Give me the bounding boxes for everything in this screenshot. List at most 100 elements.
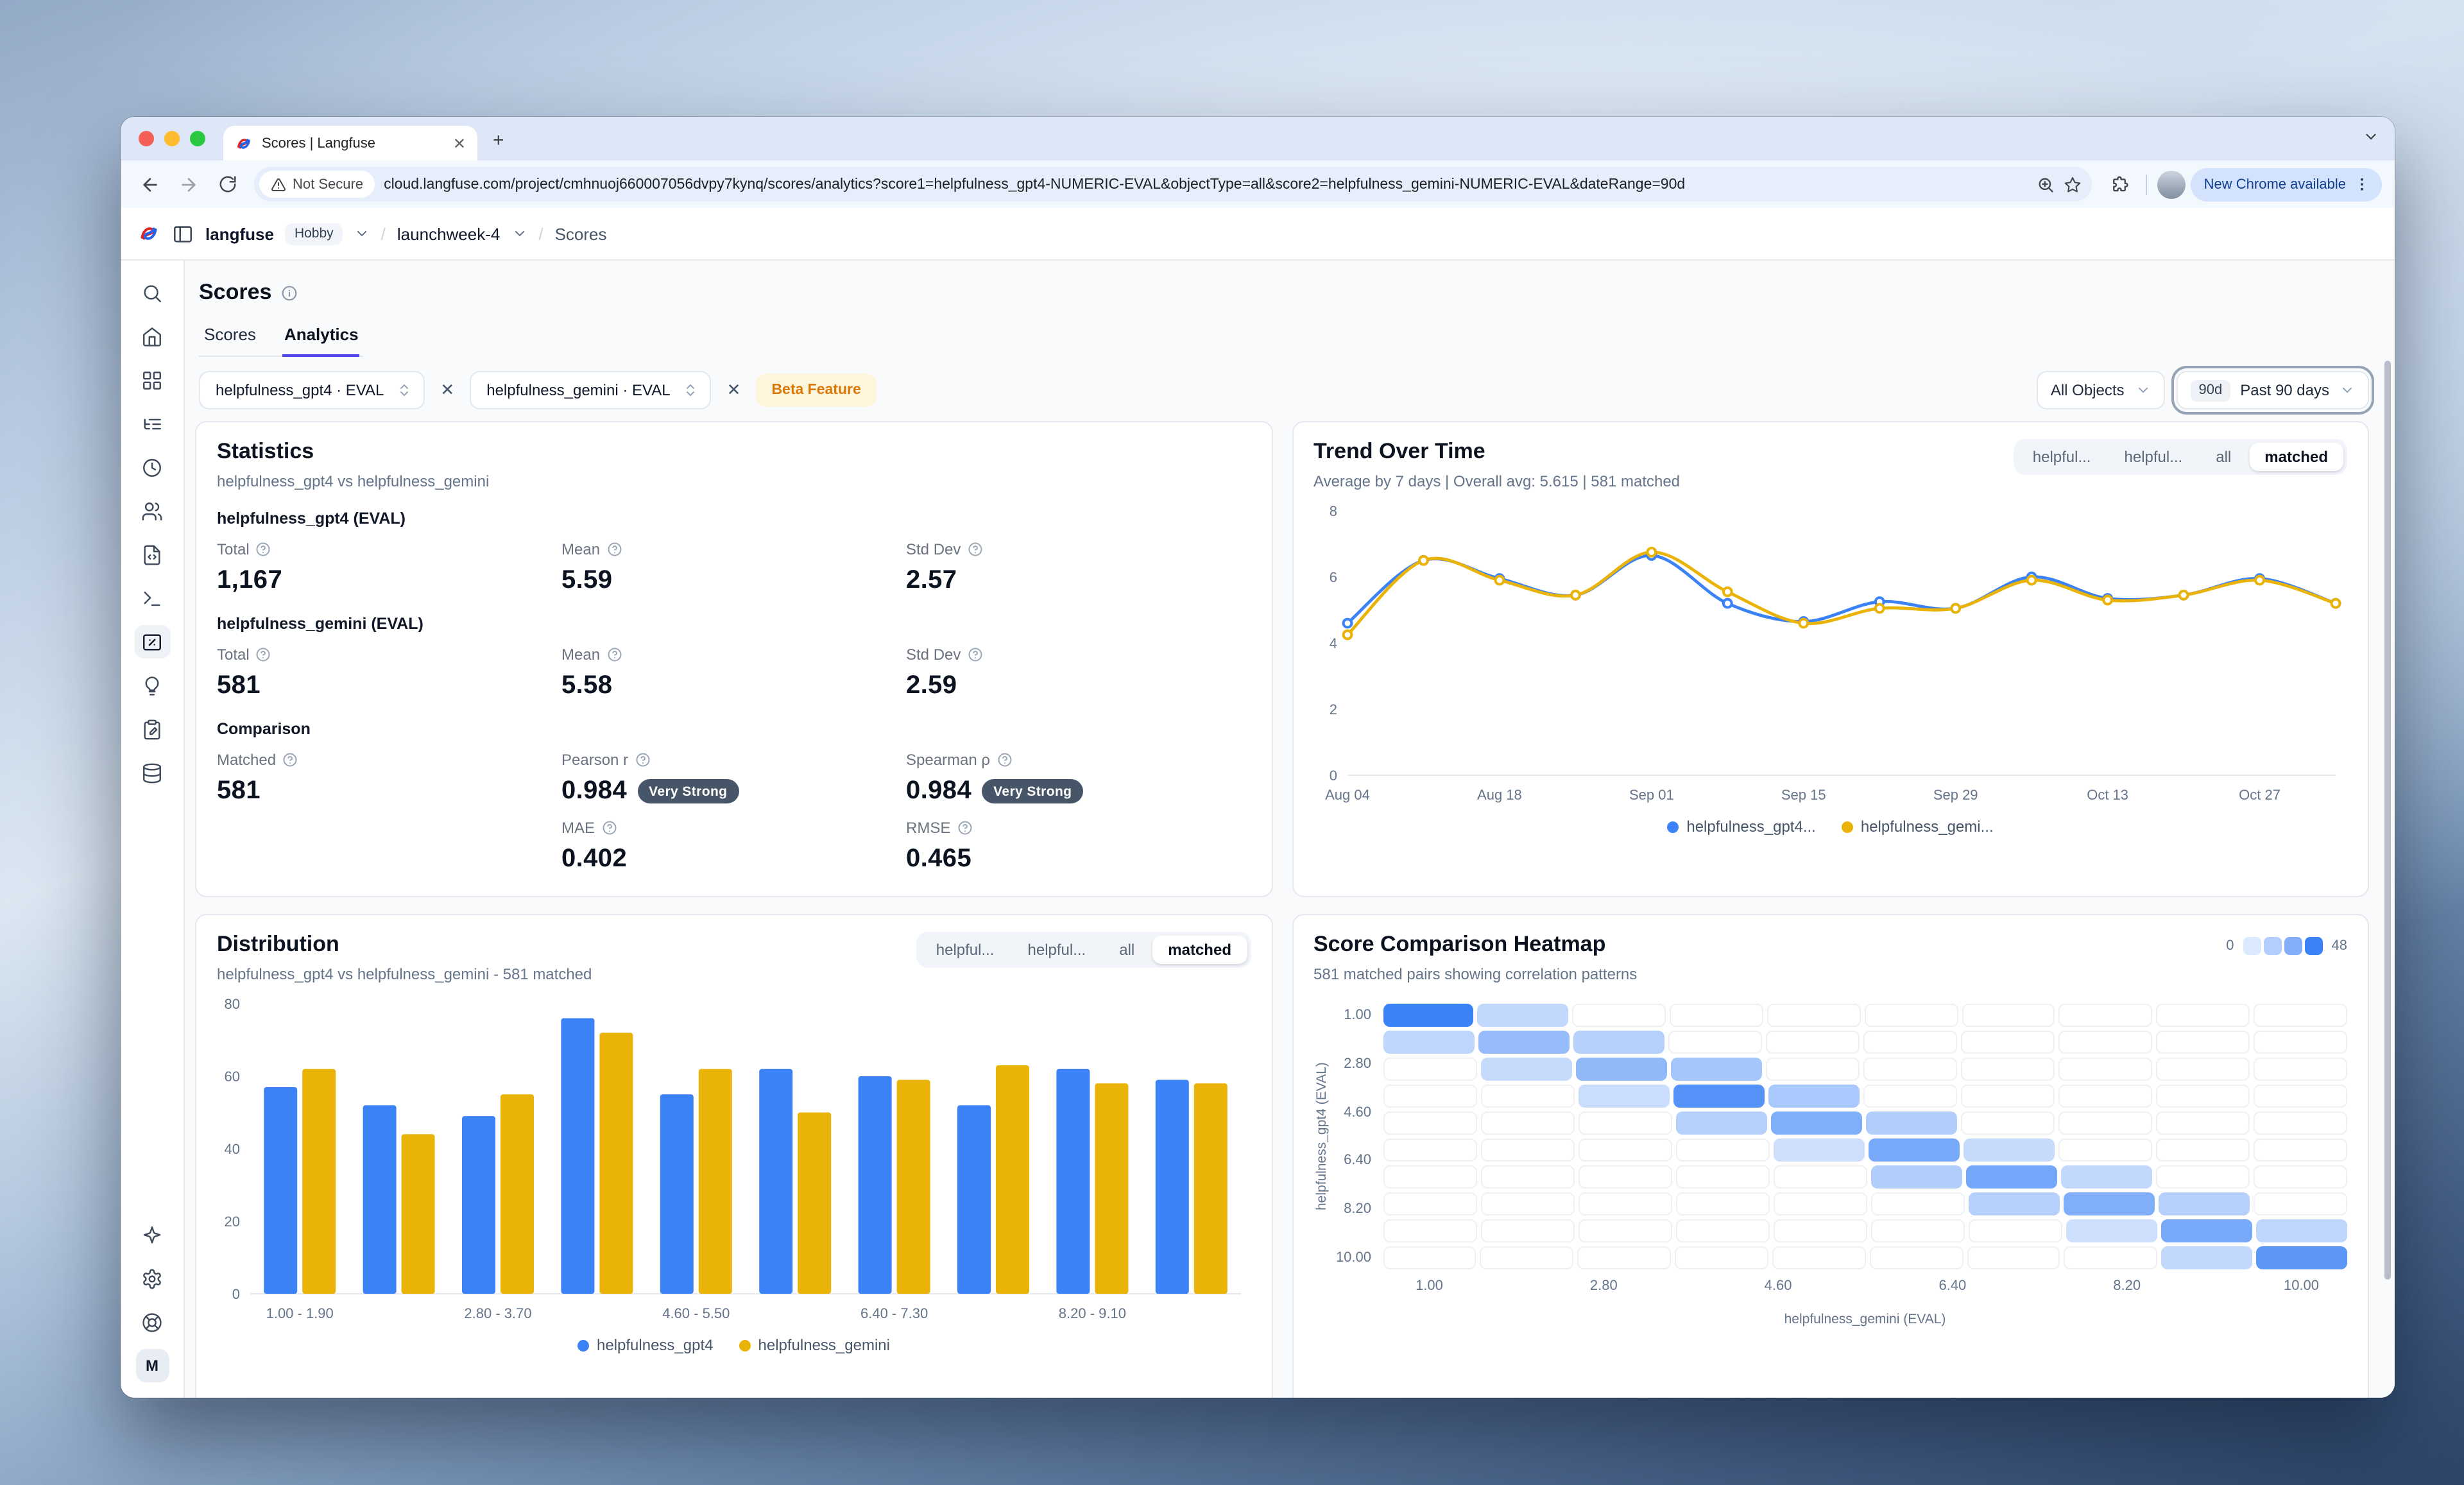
- bar-helpfulness_gemini-9[interactable]: [1194, 1083, 1228, 1294]
- heatmap-cell[interactable]: [1383, 1031, 1475, 1054]
- help-icon[interactable]: [282, 752, 298, 768]
- heatmap-cell[interactable]: [1673, 1085, 1765, 1108]
- remove-score1-button[interactable]: ✕: [440, 380, 455, 399]
- heatmap-cell[interactable]: [1965, 1165, 2057, 1189]
- heatmap-cell[interactable]: [1865, 1112, 1957, 1135]
- heatmap-cell[interactable]: [1480, 1085, 1575, 1108]
- project-chevron-icon[interactable]: [511, 226, 527, 241]
- browser-tab[interactable]: Scores | Langfuse ✕: [223, 126, 477, 160]
- trend-point[interactable]: [1569, 589, 1580, 601]
- heatmap-cell[interactable]: [2253, 1085, 2347, 1108]
- sidebar-item-evaluators[interactable]: [134, 669, 170, 702]
- help-icon[interactable]: [256, 647, 271, 662]
- heatmap-cell[interactable]: [1864, 1004, 1958, 1027]
- heatmap-cell[interactable]: [1675, 1112, 1767, 1135]
- tab-close-icon[interactable]: ✕: [452, 134, 466, 152]
- heatmap-cell[interactable]: [1863, 1058, 1957, 1081]
- heatmap-cell[interactable]: [1863, 1085, 1957, 1108]
- heatmap-cell[interactable]: [2256, 1246, 2347, 1269]
- trend-line-0[interactable]: [1345, 554, 2337, 625]
- heatmap-cell[interactable]: [2158, 1192, 2250, 1215]
- heatmap-cell[interactable]: [1870, 1192, 1965, 1215]
- heatmap-cell[interactable]: [2161, 1246, 2253, 1269]
- heatmap-cell[interactable]: [1960, 1085, 2055, 1108]
- heatmap-cell[interactable]: [1773, 1138, 1865, 1162]
- heatmap-cell[interactable]: [2063, 1192, 2155, 1215]
- heatmap-cell[interactable]: [1383, 1058, 1477, 1081]
- heatmap-cell[interactable]: [1383, 1138, 1477, 1162]
- heatmap-cell[interactable]: [2155, 1085, 2250, 1108]
- heatmap-cell[interactable]: [1577, 1246, 1672, 1269]
- heatmap-cell[interactable]: [1575, 1058, 1667, 1081]
- heatmap-cell[interactable]: [2253, 1112, 2347, 1135]
- heatmap-cell[interactable]: [1767, 1004, 1861, 1027]
- trend-point[interactable]: [1341, 629, 1353, 640]
- sidebar-item-settings[interactable]: [134, 1262, 170, 1295]
- heatmap-cell[interactable]: [1480, 1165, 1575, 1189]
- heatmap-cell[interactable]: [1869, 1246, 1964, 1269]
- heatmap-cell[interactable]: [1478, 1031, 1570, 1054]
- sidebar-item-scores[interactable]: [134, 625, 170, 658]
- tab-search-chevron-icon[interactable]: [2363, 128, 2379, 151]
- sidebar-toggle-icon[interactable]: [172, 223, 194, 245]
- sidebar-item-playground[interactable]: [134, 581, 170, 615]
- heatmap-cell[interactable]: [1675, 1165, 1770, 1189]
- help-icon[interactable]: [997, 752, 1012, 768]
- sidebar-item-tracing[interactable]: [134, 407, 170, 440]
- trend-point[interactable]: [1417, 554, 1428, 566]
- heatmap-cell[interactable]: [1770, 1112, 1862, 1135]
- heatmap-cell[interactable]: [1480, 1058, 1572, 1081]
- not-secure-chip[interactable]: Not Secure: [259, 171, 375, 198]
- heatmap-cell[interactable]: [2058, 1112, 2152, 1135]
- heatmap-cell[interactable]: [1480, 1246, 1574, 1269]
- heatmap-cell[interactable]: [2155, 1031, 2250, 1054]
- heatmap-cell[interactable]: [1480, 1192, 1575, 1215]
- help-icon[interactable]: [957, 820, 972, 836]
- segment-helpful[interactable]: helpful...: [1027, 941, 1086, 959]
- minimize-window-button[interactable]: [164, 131, 180, 146]
- breadcrumb-project[interactable]: launchweek-4: [397, 224, 501, 243]
- help-icon[interactable]: [256, 542, 271, 557]
- sidebar-item-ai-assistant[interactable]: [134, 1218, 170, 1251]
- heatmap-cell[interactable]: [2058, 1004, 2153, 1027]
- heatmap-cell[interactable]: [1675, 1192, 1770, 1215]
- heatmap-cell[interactable]: [1578, 1165, 1672, 1189]
- heatmap-cell[interactable]: [1480, 1138, 1575, 1162]
- heatmap-grid[interactable]: [1383, 1004, 2347, 1269]
- sidebar-item-annotation[interactable]: [134, 712, 170, 746]
- heatmap-cell[interactable]: [2155, 1058, 2250, 1081]
- org-chevron-icon[interactable]: [354, 226, 370, 241]
- heatmap-cell[interactable]: [1480, 1112, 1575, 1135]
- trend-point[interactable]: [1341, 617, 1353, 629]
- segment-matched[interactable]: matched: [2249, 443, 2343, 471]
- bar-helpfulness_gpt4-4[interactable]: [660, 1094, 694, 1294]
- heatmap-cell[interactable]: [1383, 1246, 1476, 1269]
- sidebar-item-support[interactable]: [134, 1305, 170, 1339]
- heatmap-cell[interactable]: [1863, 1031, 1957, 1054]
- heatmap-cell[interactable]: [1578, 1138, 1672, 1162]
- extensions-puzzle-icon[interactable]: [2103, 167, 2136, 201]
- heatmap-cell[interactable]: [1383, 1219, 1477, 1242]
- heatmap-cell[interactable]: [2058, 1031, 2152, 1054]
- info-icon[interactable]: [280, 284, 297, 301]
- remove-score2-button[interactable]: ✕: [726, 380, 741, 399]
- help-icon[interactable]: [967, 647, 982, 662]
- heatmap-cell[interactable]: [1675, 1246, 1768, 1269]
- heatmap-cell[interactable]: [2155, 1138, 2250, 1162]
- trend-point[interactable]: [1797, 617, 1809, 629]
- bar-helpfulness_gpt4-2[interactable]: [462, 1116, 495, 1294]
- distribution-chart[interactable]: 0 20 40 60 80 1.00 - 1.90 2.80 - 3.70 4.60 - 5.…: [217, 991, 1251, 1334]
- heatmap-cell[interactable]: [2253, 1058, 2347, 1081]
- bar-helpfulness_gemini-5[interactable]: [798, 1112, 832, 1294]
- new-chrome-pill[interactable]: New Chrome available ⋮: [2191, 167, 2382, 201]
- heatmap-cell[interactable]: [1383, 1085, 1477, 1108]
- trend-point[interactable]: [1645, 546, 1657, 558]
- heatmap-cell[interactable]: [2255, 1219, 2347, 1242]
- bookmark-star-icon[interactable]: [2064, 175, 2082, 193]
- trend-point[interactable]: [2025, 574, 2037, 586]
- close-window-button[interactable]: [139, 131, 154, 146]
- bar-helpfulness_gemini-2[interactable]: [501, 1094, 534, 1294]
- heatmap-cell[interactable]: [1963, 1138, 2055, 1162]
- date-range-select[interactable]: 90d Past 90 days: [2171, 366, 2374, 415]
- sidebar-item-datasets[interactable]: [134, 756, 170, 789]
